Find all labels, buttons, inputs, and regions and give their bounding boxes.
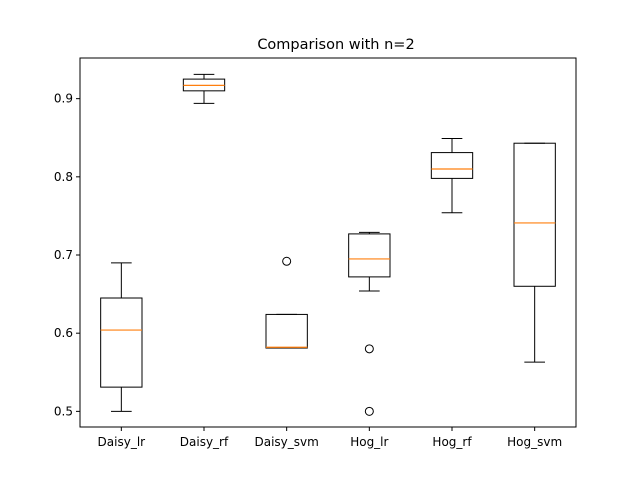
x-tick-label: Daisy_lr <box>98 435 146 449</box>
x-tick-label: Daisy_svm <box>255 435 319 449</box>
x-tick-label: Hog_rf <box>432 435 472 449</box>
y-tick-label: 0.8 <box>54 170 73 184</box>
y-tick-label: 0.6 <box>54 326 73 340</box>
box-iqr <box>348 233 391 278</box>
x-tick-label: Daisy_rf <box>180 435 229 449</box>
outlier-point <box>364 344 374 354</box>
x-tick-label: Hog_svm <box>507 435 562 449</box>
y-tick-label: 0.5 <box>54 404 73 418</box>
box-iqr <box>265 313 308 349</box>
outlier-point <box>282 256 292 266</box>
chart-marks: 0.5 0.6 0.7 0.8 0.9 Daisy_lr Daisy_rf Daisy_svm… <box>54 73 562 449</box>
y-tick-label: 0.7 <box>54 248 73 262</box>
outlier-point <box>364 406 374 416</box>
x-tick-label: Hog_lr <box>350 435 388 449</box>
box-iqr <box>100 297 143 388</box>
box-iqr <box>513 142 556 287</box>
chart-title: Comparison with n=2 <box>257 37 414 53</box>
box-iqr <box>430 152 474 179</box>
y-tick-label: 0.9 <box>54 92 73 106</box>
plot-frame <box>79 57 577 428</box>
